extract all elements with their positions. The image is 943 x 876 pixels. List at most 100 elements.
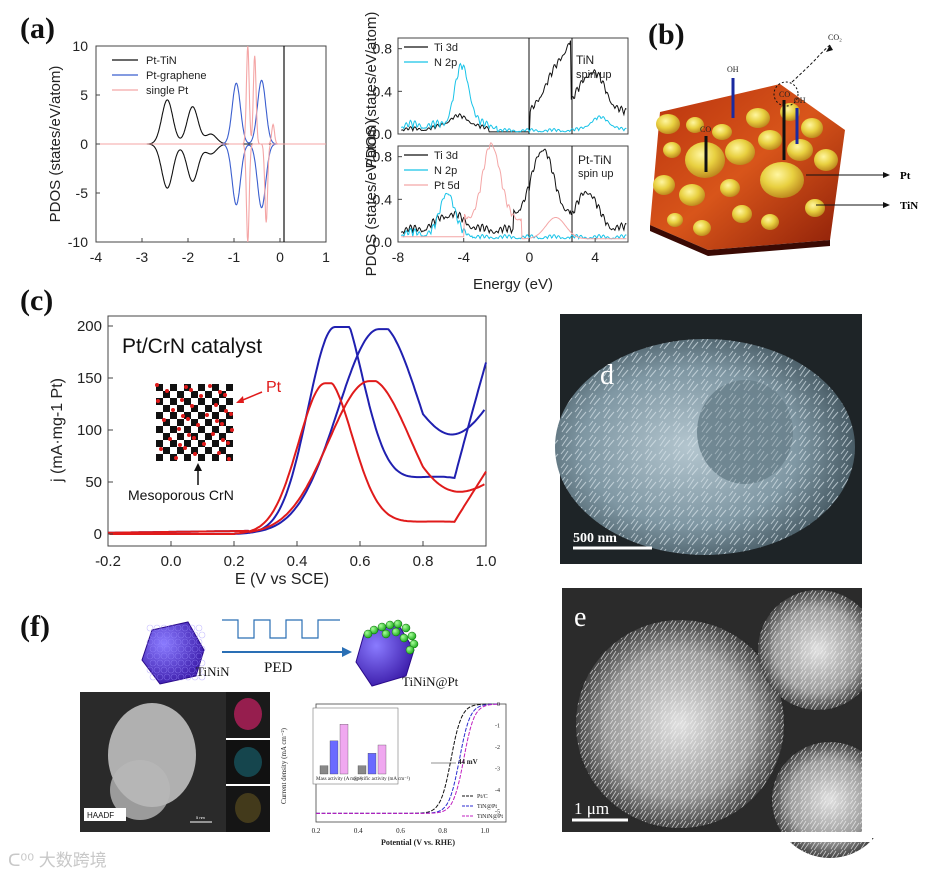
- a-rt-annot-0: TiN: [576, 53, 594, 67]
- c-lattice-pt: [208, 384, 212, 388]
- c-lattice-pt: [180, 398, 184, 402]
- c-lattice-cell: [198, 426, 205, 433]
- f-bar: [329, 740, 339, 775]
- a-rb-annot-1: spin up: [578, 168, 613, 180]
- f-xlabel: Potential (V vs. RHE): [381, 838, 455, 847]
- c-lattice-cell: [163, 405, 170, 412]
- f-atom: [160, 638, 168, 646]
- f-pt-atom: [407, 631, 417, 641]
- c-lattice-cell: [177, 405, 184, 412]
- f-bar-group-0: Mass activity (A mg⁻¹): [316, 776, 363, 782]
- c-ytick-label: 100: [77, 422, 102, 439]
- c-lattice-pt: [217, 451, 221, 455]
- c-lattice-cell: [177, 419, 184, 426]
- f-annot: 44 mV: [458, 758, 478, 766]
- f-pt-atom: [401, 623, 411, 633]
- c-lattice-cell: [226, 412, 233, 419]
- c-lattice-pt: [221, 438, 225, 442]
- f-atom: [160, 652, 168, 660]
- c-lattice-cell: [212, 398, 219, 405]
- c-lattice-cell: [198, 398, 205, 405]
- c-xtick-label: 0.2: [224, 553, 245, 570]
- a-left-xtick-label: -1: [228, 249, 241, 265]
- c-lattice-pt: [156, 399, 160, 403]
- c-ytick-label: 0: [94, 526, 102, 543]
- panel-label-d: d: [600, 360, 614, 391]
- a-right-xtick-label: 0: [526, 249, 534, 265]
- c-lattice-cell: [163, 391, 170, 398]
- b-label-tin: TiN: [900, 200, 918, 212]
- f-atom: [198, 659, 206, 667]
- f-atom: [170, 645, 178, 653]
- f-atom: [156, 659, 164, 667]
- c-lattice-pt: [187, 433, 191, 437]
- c-lattice-cell: [156, 440, 163, 447]
- c-lattice-pt: [214, 403, 218, 407]
- c-lattice-cell: [205, 391, 212, 398]
- f-atom: [177, 659, 185, 667]
- f-legend-0: Pt/C: [477, 794, 488, 800]
- f-atom: [198, 645, 206, 653]
- c-lattice-pt: [178, 443, 182, 447]
- c-lattice-pt: [174, 456, 178, 460]
- c-lattice-pt: [196, 423, 200, 427]
- f-atom: [153, 624, 161, 632]
- c-lattice-cell: [219, 391, 226, 398]
- a-rb-annot-0: Pt-TiN: [578, 153, 612, 167]
- f-bar: [319, 765, 329, 775]
- f-haadf-label: HAADF: [87, 811, 114, 820]
- f-atom: [191, 645, 199, 653]
- f-atom: [181, 666, 189, 674]
- a-right-ytick-label: 0.8: [373, 149, 393, 165]
- f-atom: [163, 673, 171, 681]
- f-atom: [177, 645, 185, 653]
- c-lattice-cell: [219, 405, 226, 412]
- c-lattice-cell: [156, 454, 163, 461]
- c-lattice-cell: [212, 384, 219, 391]
- c-lattice-cell: [184, 426, 191, 433]
- c-lattice-pt: [224, 409, 228, 413]
- c-lattice-cell: [156, 384, 163, 391]
- c-lattice-cell: [177, 447, 184, 454]
- c-lattice-pt: [184, 385, 188, 389]
- c-lattice-cell: [191, 391, 198, 398]
- f-pt-atom: [369, 625, 379, 635]
- c-lattice-cell: [156, 412, 163, 419]
- c-lattice-pt: [205, 413, 209, 417]
- c-lattice-pt: [218, 390, 222, 394]
- b-label-co-1: CO: [700, 125, 711, 134]
- a-left-legend-0: Pt-TiN: [146, 55, 177, 67]
- f-xtick-label: 0.8: [438, 827, 447, 835]
- c-lattice-pt: [227, 457, 231, 461]
- a-right-ytick-label: 0.4: [373, 191, 393, 207]
- c-lattice-cell: [177, 433, 184, 440]
- f-atom: [184, 659, 192, 667]
- a-right-ytick-label: 0.8: [373, 41, 393, 57]
- c-lattice-pt: [190, 404, 194, 408]
- c-xtick-label: 0.0: [161, 553, 182, 570]
- a-rt-annot-1: spin up: [576, 69, 611, 81]
- c-inset-crn: Mesoporous CrN: [128, 487, 234, 503]
- panel-label-f: (f): [20, 610, 50, 643]
- f-atom: [160, 624, 168, 632]
- c-lattice-cell: [177, 391, 184, 398]
- f-atom: [156, 631, 164, 639]
- a-left-ytick-label: 5: [80, 87, 88, 103]
- c-lattice-pt: [189, 388, 193, 392]
- a-left-ytick-label: 0: [80, 136, 88, 152]
- c-lattice-pt: [162, 418, 166, 422]
- f-ylabel: Current density (mA cm⁻²): [280, 727, 288, 804]
- c-lattice-pt: [165, 389, 169, 393]
- a-right-xtick-label: -4: [457, 249, 470, 265]
- c-lattice-cell: [170, 440, 177, 447]
- f-atom: [167, 666, 175, 674]
- f-atom: [167, 638, 175, 646]
- f-atom: [195, 652, 203, 660]
- c-lattice-pt: [193, 452, 197, 456]
- f-atom: [156, 673, 164, 681]
- c-lattice-cell: [212, 454, 219, 461]
- a-rb-legend-2: Pt 5d: [434, 180, 460, 192]
- f-atom: [149, 645, 157, 653]
